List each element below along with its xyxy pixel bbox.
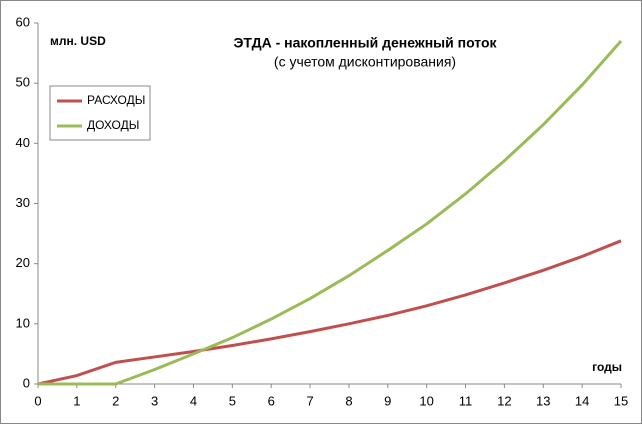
chart-title: ЭТДА - накопленный денежный поток [233, 35, 497, 51]
chart-subtitle: (с учетом дисконтирования) [274, 54, 456, 70]
line-series [37, 239, 622, 386]
y-tick-label: 0 [23, 375, 30, 390]
x-axis-label: годы [592, 360, 622, 374]
x-tick-label: 6 [268, 393, 275, 408]
legend-label: РАСХОДЫ [87, 93, 145, 107]
y-tick-label: 20 [16, 255, 30, 270]
x-tick-label: 12 [497, 393, 511, 408]
x-tick-label: 15 [614, 393, 628, 408]
y-tick-label: 30 [16, 195, 30, 210]
x-tick-label: 9 [384, 393, 391, 408]
x-tick-label: 8 [345, 393, 352, 408]
x-tick-label: 5 [229, 393, 236, 408]
x-tick-label: 1 [73, 393, 80, 408]
line-series [38, 40, 623, 386]
x-tick-label: 7 [306, 393, 313, 408]
x-tick-label: 14 [575, 393, 589, 408]
x-tick-label: 0 [34, 393, 41, 408]
x-tick-label: 13 [536, 393, 550, 408]
x-tick-label: 10 [419, 393, 433, 408]
y-tick-label: 60 [16, 14, 30, 29]
y-tick-label: 40 [16, 135, 30, 150]
x-tick-label: 2 [112, 393, 119, 408]
x-tick-label: 11 [459, 393, 473, 408]
x-tick-label: 3 [151, 393, 158, 408]
legend-label: ДОХОДЫ [87, 118, 139, 132]
y-axis-label: млн. USD [50, 34, 106, 48]
x-tick-label: 4 [190, 393, 197, 408]
legend-box [49, 85, 151, 141]
y-tick-label: 50 [16, 75, 30, 90]
y-tick-label: 10 [16, 315, 30, 330]
